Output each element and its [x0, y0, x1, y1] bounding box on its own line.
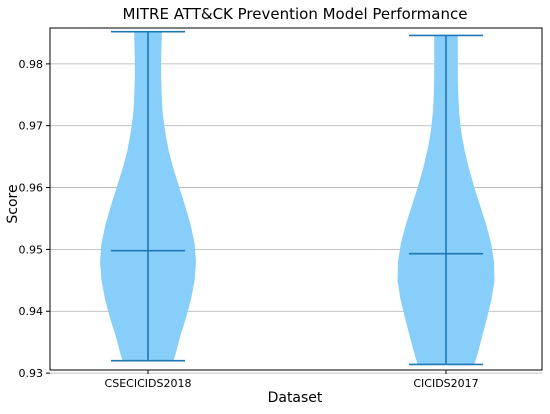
- chart-title: MITRE ATT&CK Prevention Model Performanc…: [123, 5, 468, 23]
- axis-ticks: 0.93 0.94 0.95 0.96 0.97 0.98 CSECICIDS2018 CIC…: [19, 58, 479, 390]
- y-axis-label: Score: [5, 184, 21, 223]
- x-tick-label: CICIDS2017: [413, 377, 478, 390]
- y-tick-label: 0.93: [19, 367, 44, 380]
- violin-csecicids2018: [100, 30, 196, 362]
- y-tick-label: 0.94: [19, 305, 44, 318]
- y-tick-label: 0.96: [19, 182, 44, 195]
- plot-frame: [49, 27, 543, 371]
- y-tick-label: 0.97: [19, 120, 44, 133]
- y-tick-label: 0.98: [19, 58, 44, 71]
- x-tick-label: CSECICIDS2018: [105, 377, 192, 390]
- y-tick-label: 0.95: [19, 243, 44, 256]
- x-axis-label: Dataset: [268, 390, 323, 406]
- violin-cicids2017: [397, 34, 495, 366]
- violins: [100, 30, 495, 366]
